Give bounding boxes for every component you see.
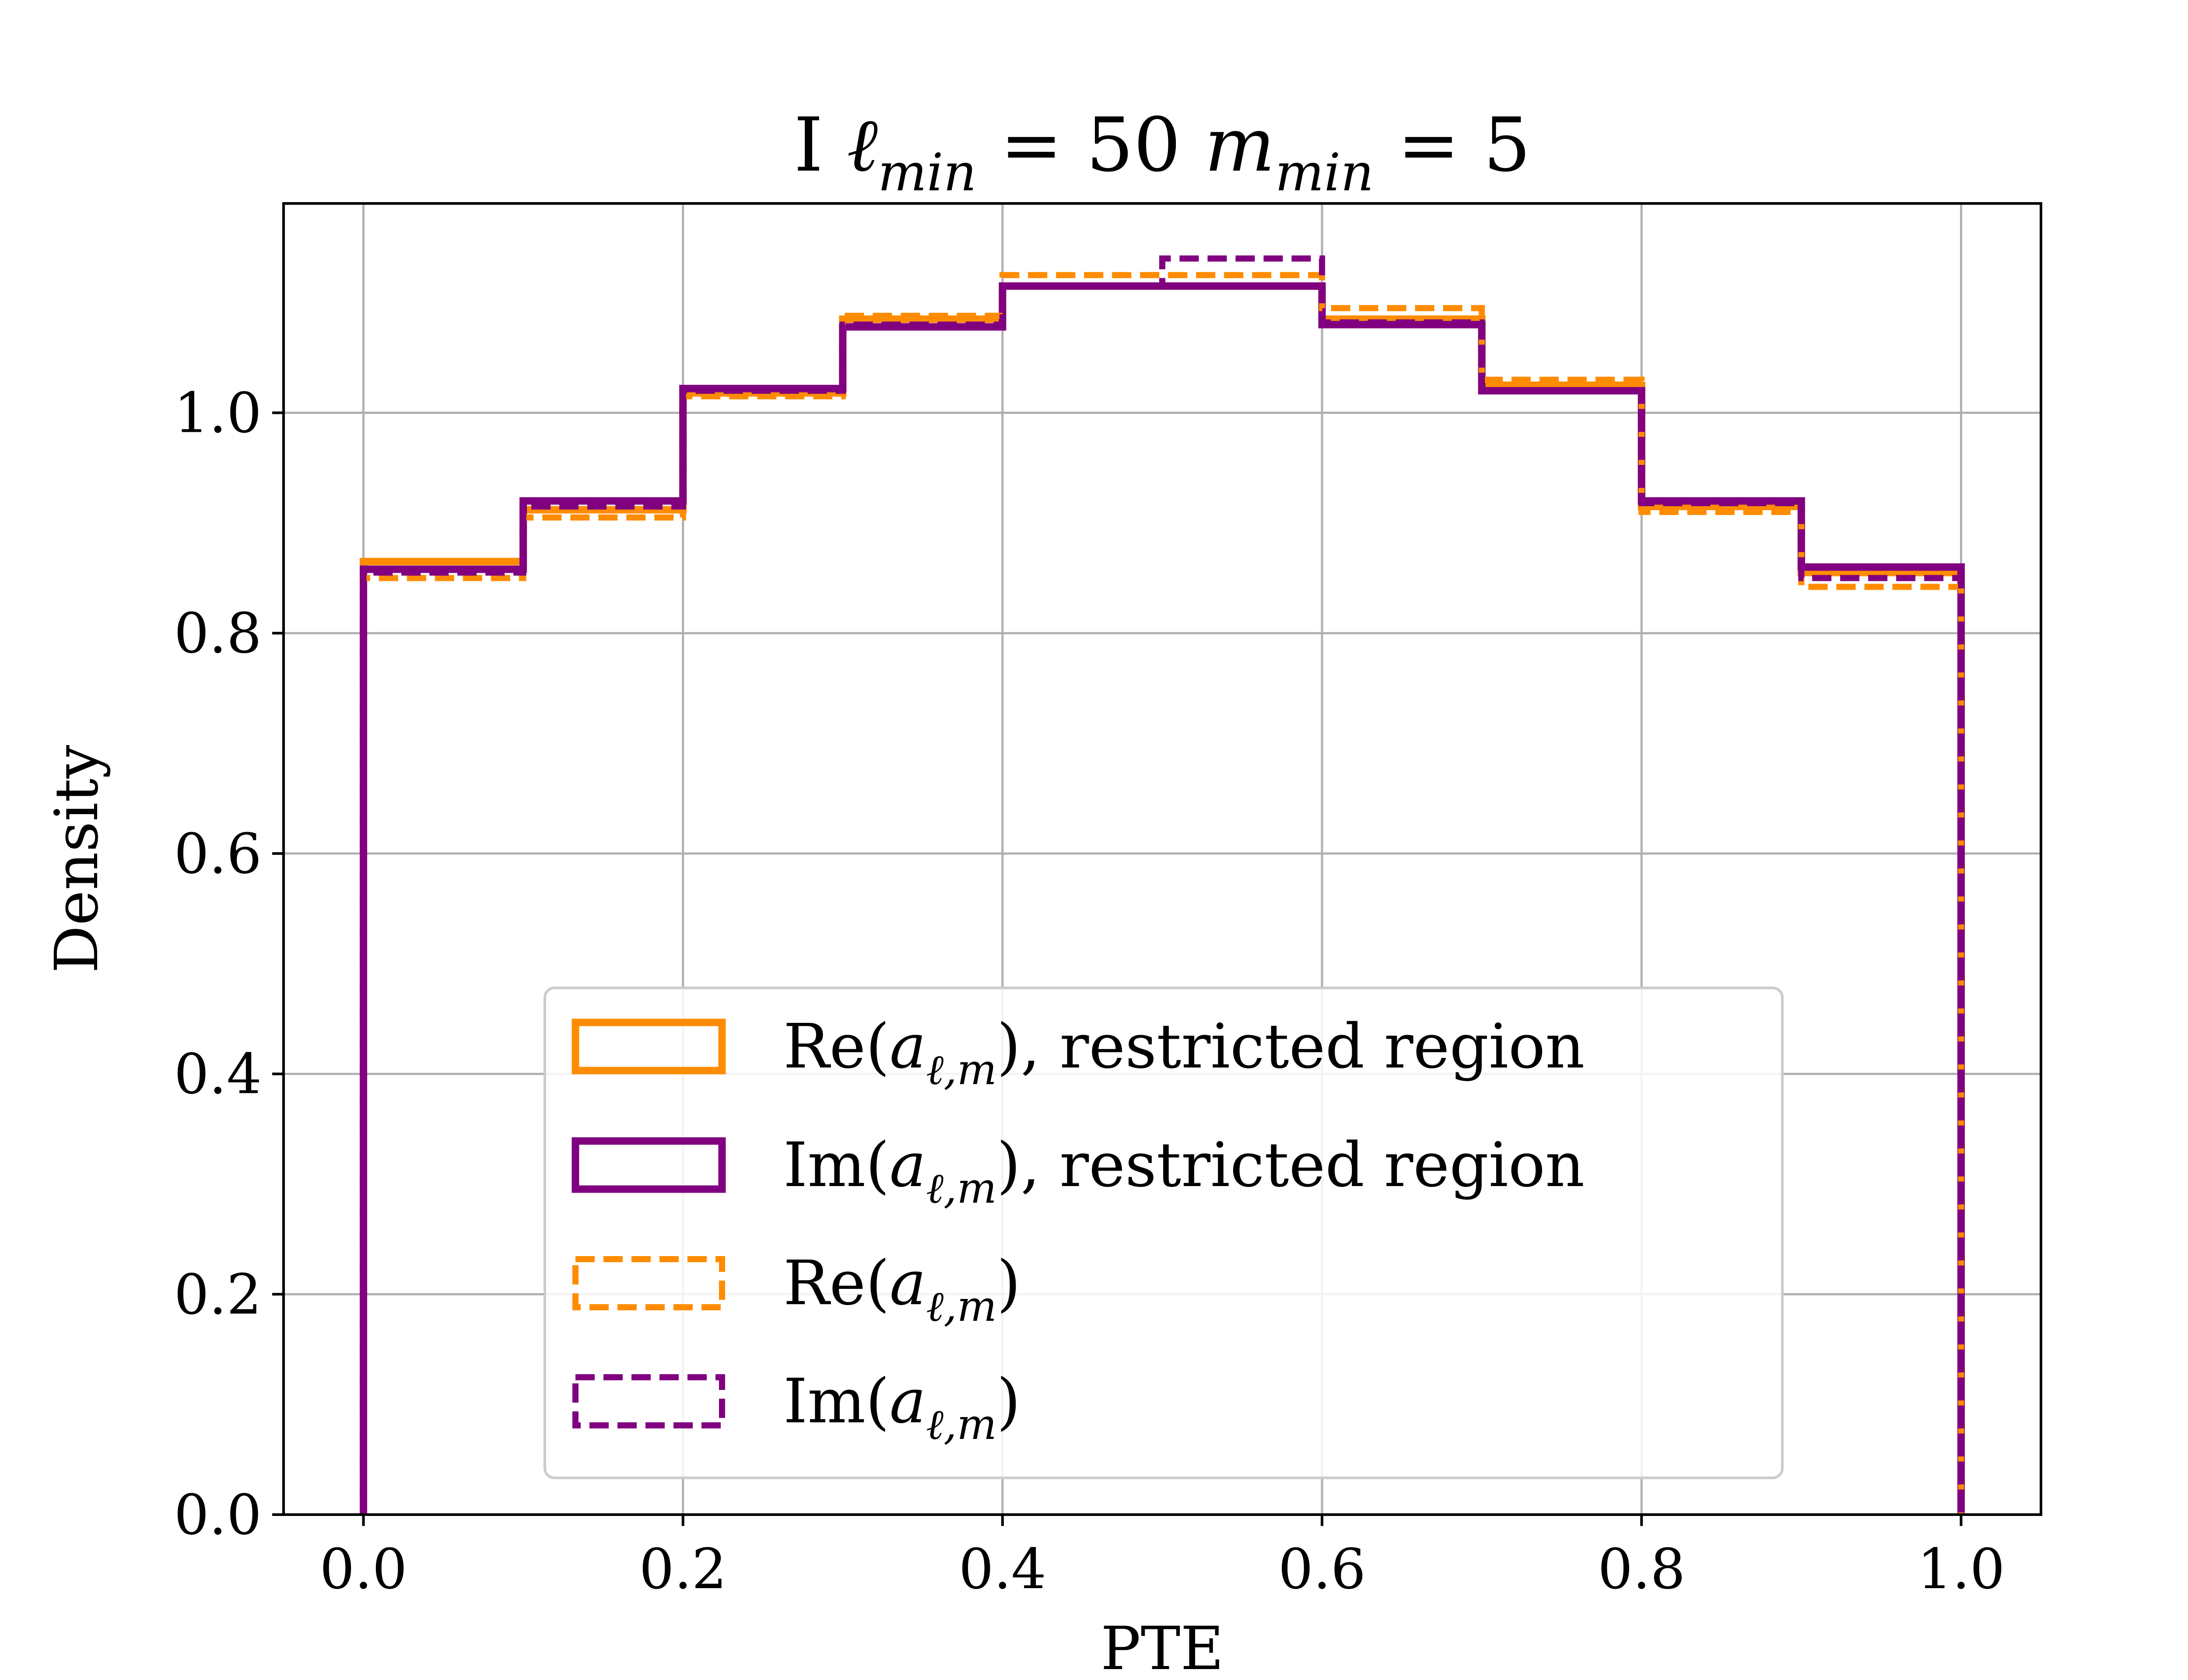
title-part-5: min — [1275, 142, 1374, 203]
x-tick-label-1: 0.2 — [639, 1537, 727, 1601]
legend-label-2: Re(aℓ,m) — [783, 1248, 1021, 1331]
y-tick-label-3: 0.6 — [174, 822, 262, 886]
x-tick-label-3: 0.6 — [1278, 1537, 1366, 1601]
x-tick-label-4: 0.8 — [1598, 1537, 1685, 1601]
y-tick-label-5: 1.0 — [174, 381, 262, 445]
title-part-2: min — [878, 142, 977, 203]
legend-patch-1 — [572, 1137, 726, 1193]
legend-label-0: Re(aℓ,m), restricted region — [783, 1011, 1585, 1094]
title-part-3: = 50 — [977, 102, 1205, 189]
title-part-6: = 5 — [1374, 102, 1531, 189]
y-tick-label-1: 0.2 — [174, 1262, 262, 1326]
y-tick-label-0: 0.0 — [174, 1483, 262, 1547]
title-part-1: ℓ — [847, 102, 878, 189]
legend-patch-0 — [572, 1018, 726, 1074]
x-tick-label-0: 0.0 — [319, 1537, 407, 1601]
title-part-4: m — [1205, 102, 1275, 189]
axis-ticks: 0.0 0.2 0.4 0.6 0.8 1.0 0.0 0.2 0.4 0.6 0.8 1.0 — [174, 381, 2005, 1601]
legend-box — [543, 987, 1784, 1479]
x-axis-label: PTE — [1101, 1614, 1224, 1680]
x-tick-label-5: 1.0 — [1917, 1537, 2005, 1601]
histogram-bars — [360, 255, 1965, 1515]
series-2-step-line — [360, 272, 1964, 1515]
chart-title: I ℓmin = 50 mmin = 5 — [794, 102, 1531, 203]
y-tick-label-4: 0.8 — [174, 601, 262, 665]
legend: Re(aℓ,m), restricted region Im(aℓ,m), res… — [543, 987, 1784, 1479]
legend-patch-3 — [572, 1374, 725, 1428]
legend-patch-2 — [572, 1256, 725, 1310]
y-tick-label-2: 0.4 — [174, 1042, 262, 1106]
legend-label-3: Im(aℓ,m) — [783, 1366, 1020, 1449]
y-axis-label: Density — [42, 745, 112, 973]
legend-label-1: Im(aℓ,m), restricted region — [783, 1130, 1585, 1213]
x-tick-label-2: 0.4 — [959, 1537, 1046, 1601]
series-3-step-line — [360, 255, 1964, 1515]
title-part-0: I — [794, 102, 847, 189]
plot-frame — [282, 202, 2042, 1516]
